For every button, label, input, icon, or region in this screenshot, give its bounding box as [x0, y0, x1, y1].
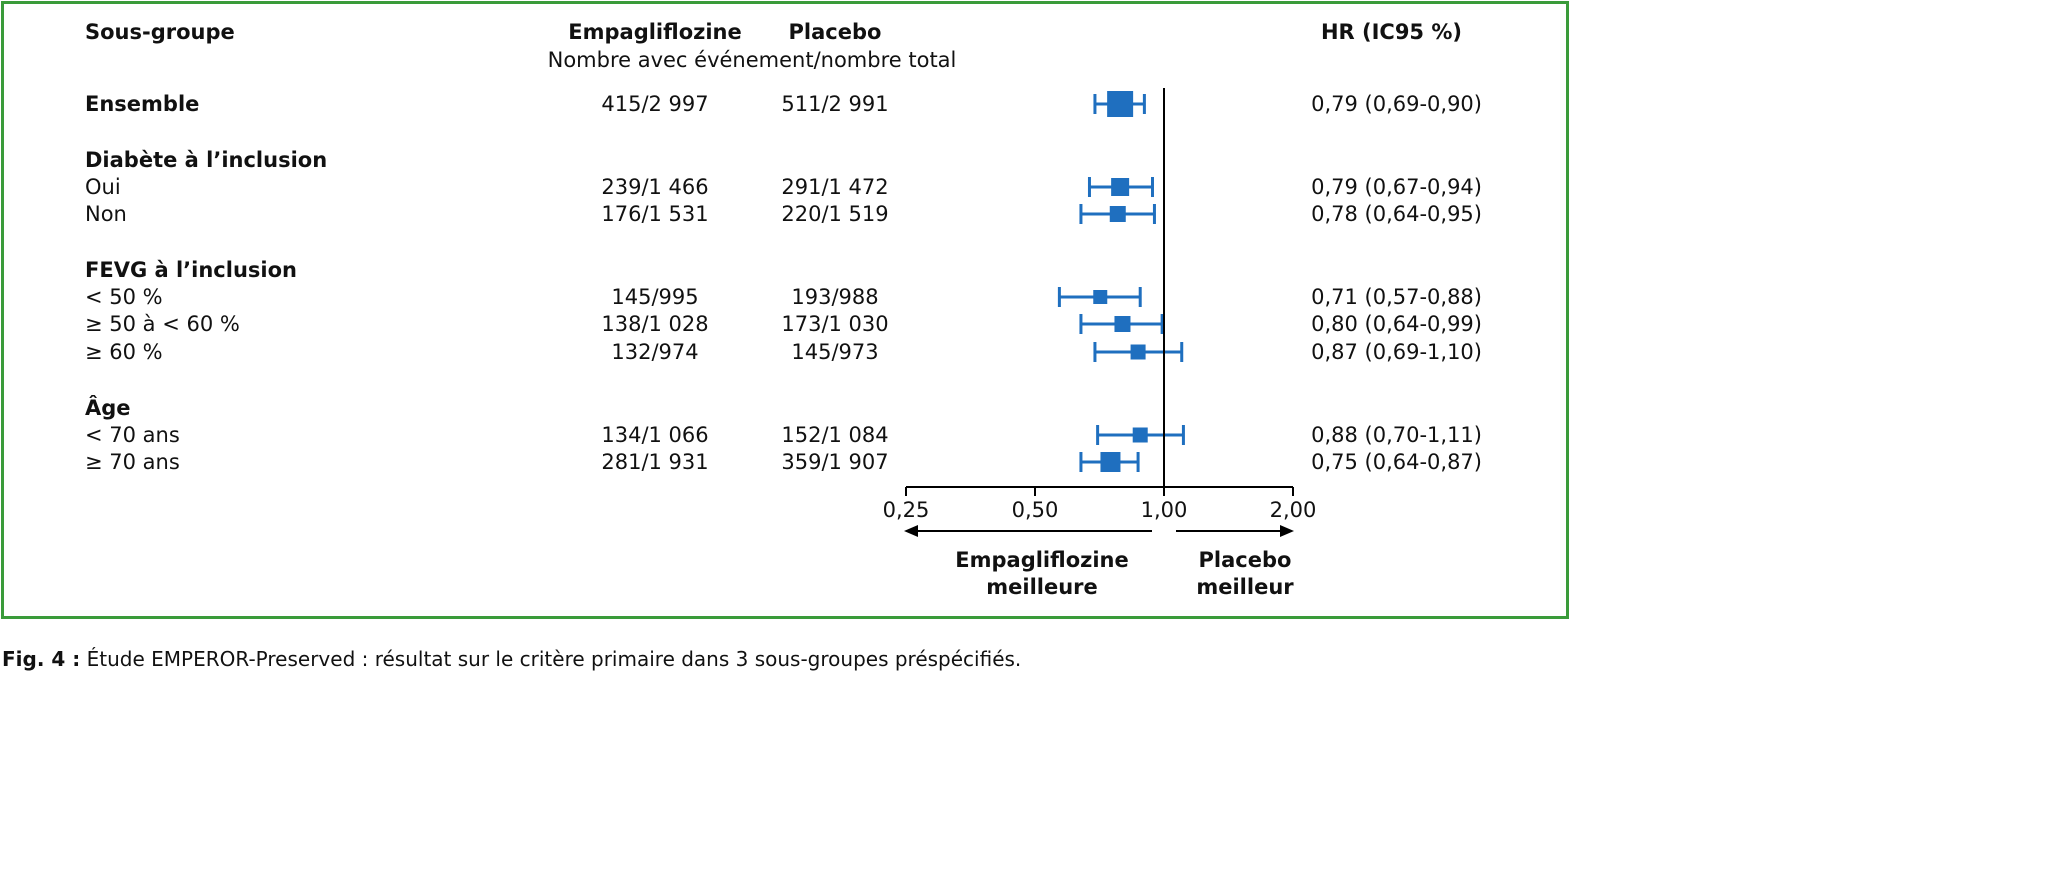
placebo-count: 152/1 084	[781, 423, 889, 447]
hr-marker	[1109, 206, 1126, 222]
favors-right-line1: Placebo	[1198, 548, 1292, 572]
empa-count: 145/995	[611, 285, 699, 309]
row-label: < 50 %	[85, 285, 163, 309]
row-label: FEVG à l’inclusion	[85, 258, 297, 282]
placebo-count: 359/1 907	[781, 450, 889, 474]
favors-left-line2: meilleure	[986, 575, 1098, 599]
x-tick-label: 1,00	[1140, 498, 1188, 522]
hr-text: 0,75 (0,64-0,87)	[1311, 450, 1482, 474]
favors-left-line1: Empagliflozine	[955, 548, 1129, 572]
row-label: ≥ 50 à < 60 %	[85, 312, 240, 336]
hr-text: 0,78 (0,64-0,95)	[1311, 202, 1482, 226]
row-label: Diabète à l’inclusion	[85, 148, 328, 172]
placebo-count: 220/1 519	[781, 202, 889, 226]
arrow-left-icon	[904, 525, 918, 537]
figure-frame	[1, 1, 1569, 619]
row-label: Non	[85, 202, 127, 226]
header-empa: Empagliflozine	[568, 20, 742, 44]
row-label: Oui	[85, 175, 121, 199]
row-label: ≥ 70 ans	[85, 450, 180, 474]
hr-text: 0,79 (0,67-0,94)	[1311, 175, 1482, 199]
placebo-count: 511/2 991	[781, 92, 889, 116]
x-tick-label: 2,00	[1269, 498, 1317, 522]
caption-text: Étude EMPEROR-Preserved : résultat sur l…	[80, 647, 1022, 671]
empa-count: 281/1 931	[601, 450, 709, 474]
hr-text: 0,71 (0,57-0,88)	[1311, 285, 1482, 309]
caption-label: Fig. 4 :	[2, 647, 81, 671]
hr-marker	[1132, 427, 1148, 443]
caption: Fig. 4 : Étude EMPEROR-Preserved : résul…	[2, 647, 1021, 671]
x-tick-label: 0,25	[882, 498, 930, 522]
hr-marker	[1093, 290, 1108, 304]
favors-right-line2: meilleur	[1196, 575, 1294, 599]
placebo-count: 193/988	[791, 285, 879, 309]
placebo-count: 145/973	[791, 340, 879, 364]
header-subgroup: Sous-groupe	[85, 20, 235, 44]
empa-count: 239/1 466	[601, 175, 709, 199]
hr-marker	[1130, 344, 1146, 360]
hr-text: 0,88 (0,70-1,11)	[1311, 423, 1482, 447]
row-label: < 70 ans	[85, 423, 180, 447]
row-label: Ensemble	[85, 92, 200, 116]
hr-text: 0,80 (0,64-0,99)	[1311, 312, 1482, 336]
empa-count: 134/1 066	[601, 423, 709, 447]
empa-count: 138/1 028	[601, 312, 709, 336]
hr-text: 0,87 (0,69-1,10)	[1311, 340, 1482, 364]
hr-text: 0,79 (0,69-0,90)	[1311, 92, 1482, 116]
header-placebo: Placebo	[788, 20, 882, 44]
empa-count: 132/974	[611, 340, 699, 364]
placebo-count: 173/1 030	[781, 312, 889, 336]
row-label: ≥ 60 %	[85, 340, 163, 364]
placebo-count: 291/1 472	[781, 175, 889, 199]
header-sub: Nombre avec événement/nombre total	[547, 48, 957, 72]
row-label: Âge	[85, 396, 131, 420]
hr-marker	[1114, 316, 1131, 332]
arrow-right-icon	[1280, 525, 1294, 537]
x-tick-label: 0,50	[1011, 498, 1059, 522]
hr-marker	[1107, 91, 1134, 117]
header-hr: HR (IC95 %)	[1320, 20, 1462, 44]
empa-count: 415/2 997	[601, 92, 709, 116]
hr-marker	[1100, 452, 1121, 472]
hr-marker	[1111, 178, 1130, 196]
empa-count: 176/1 531	[601, 202, 709, 226]
